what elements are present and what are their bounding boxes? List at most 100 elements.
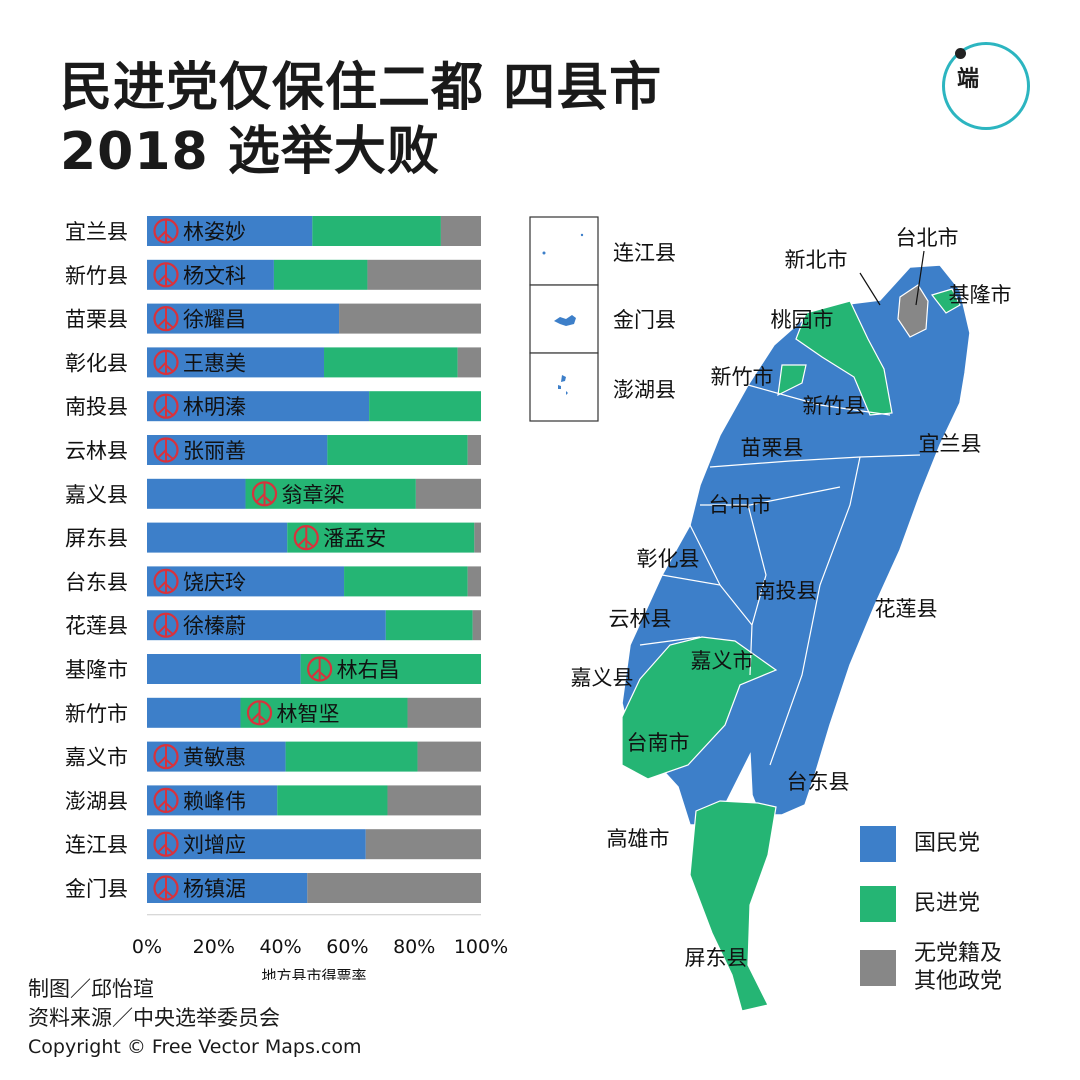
- winner-name-label: 林姿妙: [183, 220, 246, 244]
- category-label: 新竹县: [65, 264, 128, 288]
- logo-mark: 端: [957, 67, 982, 92]
- winner-name-label: 黄敏惠: [183, 746, 246, 770]
- legend-label-kmt: 国民党: [914, 831, 981, 856]
- winner-stamp-icon: [153, 218, 179, 244]
- inset-shape-lienchiang: [542, 251, 546, 255]
- winner-stamp-icon: [153, 612, 179, 638]
- bar-segment-other: [467, 566, 481, 597]
- map-region-label: 嘉义市: [691, 649, 754, 673]
- credit-copyright: Copyright © Free Vector Maps.com: [28, 1036, 362, 1058]
- bar-segment-dpp: [327, 435, 468, 465]
- winner-stamp-icon: [251, 481, 278, 507]
- map-region-label: 新竹市: [711, 365, 774, 389]
- x-tick-label: 20%: [193, 936, 235, 958]
- winner-stamp-icon: [153, 262, 179, 288]
- bar-segment-other: [387, 785, 481, 816]
- credit-author: 制图／邱怡瑄: [28, 977, 154, 1001]
- inset-label: 金门县: [613, 308, 676, 332]
- logo-dot-icon: [955, 48, 966, 59]
- category-label: 宜兰县: [65, 220, 128, 244]
- bar-segment-kmt: [147, 522, 288, 553]
- map-region-label: 台南市: [627, 731, 690, 755]
- winner-name-label: 徐耀昌: [183, 308, 246, 332]
- category-label: 苗栗县: [65, 308, 128, 332]
- winner-stamp-icon: [307, 656, 333, 682]
- bar-segment-dpp: [277, 785, 388, 816]
- x-tick-label: 0%: [132, 936, 162, 958]
- winner-name-label: 饶庆玲: [183, 570, 246, 594]
- bar-segment-other: [339, 303, 481, 334]
- bar-segment-dpp: [245, 478, 416, 509]
- map-region-label: 彰化县: [637, 547, 700, 571]
- bar-segment-other: [417, 741, 481, 772]
- bar-segment-other: [472, 610, 481, 641]
- inset-box-penghu: [529, 352, 599, 422]
- legend-swatch-kmt: [860, 826, 896, 862]
- map-region-label: 嘉义县: [571, 666, 634, 690]
- winner-name-label: 刘增应: [183, 833, 246, 857]
- winner-name-label: 张丽善: [183, 439, 246, 463]
- legend-swatch-other: [860, 950, 896, 986]
- map-region-label: 南投县: [755, 579, 818, 603]
- region-dpp-south: [621, 636, 778, 780]
- x-tick-label: 60%: [326, 936, 368, 958]
- bar-segment-other: [457, 347, 481, 378]
- map-region-label: 屏东县: [685, 946, 748, 970]
- bar-segment-other: [365, 829, 481, 860]
- bar-segment-kmt: [147, 216, 313, 246]
- bar-segment-kmt: [147, 697, 241, 728]
- x-tick-label: 40%: [259, 936, 301, 958]
- map-region-label: 台北市: [896, 226, 959, 250]
- category-label: 新竹市: [65, 702, 128, 726]
- winner-stamp-icon: [153, 787, 179, 814]
- inset-shape-penghu: [558, 375, 568, 395]
- winner-name-label: 徐榛蔚: [183, 614, 246, 638]
- category-label: 澎湖县: [65, 789, 128, 813]
- title-line-1: 民进党仅保住二都 四县市: [60, 58, 663, 118]
- bar-segment-dpp: [344, 566, 468, 597]
- winner-name-label: 潘孟安: [323, 527, 386, 551]
- bar-segment-kmt: [147, 829, 366, 860]
- map-region-label: 高雄市: [607, 827, 670, 851]
- category-label: 台东县: [65, 570, 128, 594]
- legend-label-dpp: 民进党: [914, 891, 981, 916]
- winner-name-label: 杨镇涺: [183, 877, 246, 901]
- inset-box-lienchiang: [529, 216, 599, 286]
- category-label: 彰化县: [65, 351, 128, 375]
- winner-stamp-icon: [153, 393, 179, 419]
- category-label: 花莲县: [65, 614, 128, 638]
- bar-segment-kmt: [147, 303, 340, 334]
- bar-segment-other: [367, 259, 481, 290]
- bar-segment-kmt: [147, 610, 386, 641]
- category-label: 嘉义县: [65, 483, 128, 507]
- brand-logo: 端: [942, 42, 1030, 130]
- winner-stamp-icon: [153, 349, 179, 375]
- bar-segment-other: [307, 873, 481, 903]
- winner-stamp-icon: [153, 743, 179, 770]
- region-other-taipei: [897, 284, 929, 338]
- winner-stamp-icon: [293, 525, 319, 551]
- bar-segment-kmt: [147, 566, 345, 597]
- winner-stamp-icon: [153, 305, 179, 332]
- bar-segment-dpp: [240, 697, 408, 728]
- credit-source: 资料来源／中央选举委员会: [28, 1006, 280, 1030]
- winner-name-label: 林右昌: [337, 658, 400, 682]
- map-region-label: 云林县: [609, 607, 672, 631]
- category-label: 云林县: [65, 439, 128, 463]
- bar-segment-other: [415, 478, 481, 509]
- bar-segment-kmt: [147, 873, 308, 903]
- bar-segment-other: [467, 435, 481, 465]
- bar-segment-dpp: [369, 391, 481, 422]
- map-region-label: 宜兰县: [919, 432, 982, 456]
- bar-segment-kmt: [147, 259, 274, 290]
- winner-stamp-icon: [153, 437, 179, 463]
- x-tick-label: 100%: [454, 936, 508, 958]
- bar-segment-kmt: [147, 654, 301, 684]
- winner-stamp-icon: [153, 831, 179, 857]
- map-leader-lines: [859, 250, 925, 306]
- map-region-label: 花莲县: [875, 597, 938, 621]
- x-axis-title: 地方县市得票率: [261, 967, 366, 980]
- winner-name-label: 林智坚: [277, 702, 340, 726]
